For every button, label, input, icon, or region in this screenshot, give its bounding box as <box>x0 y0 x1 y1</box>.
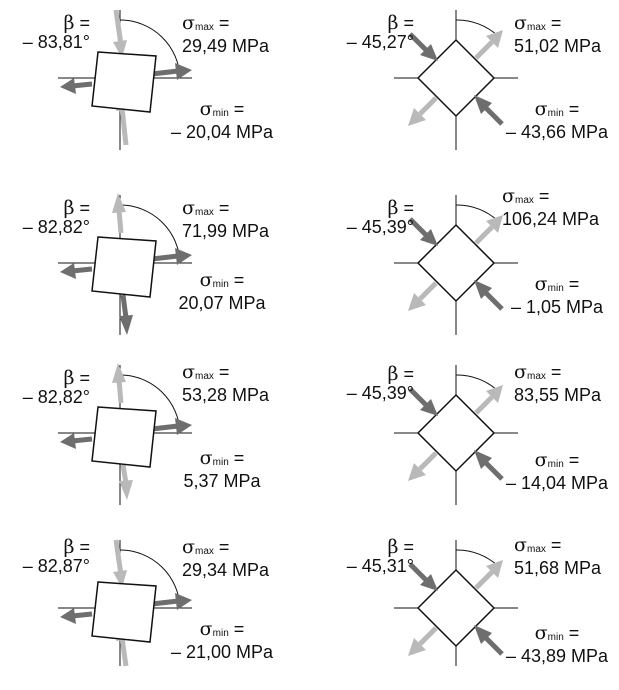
beta-value: – 82,82° <box>22 387 90 407</box>
sigma-max-value: 29,49 MPa <box>182 36 270 56</box>
sigma-min-value: – 43,66 MPa <box>505 122 609 142</box>
sigma-max-value: 29,34 MPa <box>182 560 270 580</box>
stress-figure <box>58 539 192 667</box>
sigma-max-label: σmax = 83,55 MPa <box>514 361 602 405</box>
sigma-min-value: – 20,04 MPa <box>170 122 274 142</box>
sigma-max-label: σmax = 71,99 MPa <box>182 197 270 241</box>
stress-figure <box>394 540 518 666</box>
beta-symbol: β <box>63 12 75 34</box>
stress-figure <box>58 363 192 505</box>
sigma-max-value: 83,55 MPa <box>514 385 602 405</box>
beta-label: β = – 45,27° <box>346 12 414 52</box>
sigma-min-label: σmin = – 43,89 MPa <box>505 622 609 666</box>
sigma-min-value: 5,37 MPa <box>183 471 261 491</box>
stress-figure <box>58 9 192 150</box>
sigma-min-label: σmin = – 14,04 MPa <box>505 449 609 493</box>
sigma-max-label: σmax = 51,02 MPa <box>514 12 602 56</box>
beta-value: – 82,82° <box>22 217 90 237</box>
sigma-min-label: σmin = – 1,05 MPa <box>510 273 604 317</box>
beta-label: β = – 45,39° <box>346 197 414 237</box>
sigma-max-value: 53,28 MPa <box>182 385 270 405</box>
stress-figure <box>394 365 518 505</box>
stress-element-4: β = – 82,82° σmax = 53,28 MPa σmin = 5,3… <box>0 355 300 515</box>
stress-element-0: β = – 83,81° σmax = 29,49 MPa σmin = – 2… <box>0 0 300 160</box>
stress-element-2: β = – 82,82° σmax = 71,99 MPa σmin = 20,… <box>0 185 300 345</box>
sigma-max-label: σmax = 106,24 MPa <box>502 185 600 229</box>
stress-figure <box>394 195 518 335</box>
stress-element-5: β = – 45,39° σmax = 83,55 MPa σmin = – 1… <box>318 355 618 515</box>
beta-label: β = – 82,87° <box>22 536 90 576</box>
sigma-max-value: 51,68 MPa <box>514 558 602 578</box>
sigma-max-label: σmax = 53,28 MPa <box>182 361 270 405</box>
stress-element-6: β = – 82,87° σmax = 29,34 MPa σmin = – 2… <box>0 530 300 690</box>
stress-element-3: β = – 45,39° σmax = 106,24 MPa σmin = – … <box>318 185 618 345</box>
sigma-max-value: 71,99 MPa <box>182 221 270 241</box>
sigma-min-value: – 21,00 MPa <box>170 642 274 662</box>
beta-label: β = – 83,81° <box>22 12 90 52</box>
beta-value: – 82,87° <box>22 556 90 576</box>
sigma-min-label: σmin = – 20,04 MPa <box>170 98 274 142</box>
sigma-max-value: 51,02 MPa <box>514 36 602 56</box>
beta-value: – 83,81° <box>22 32 90 52</box>
sigma-min-value: – 1,05 MPa <box>510 297 604 317</box>
sigma-min-label: σmin = – 21,00 MPa <box>170 618 274 662</box>
sigma-max-label: σmax = 29,49 MPa <box>182 12 270 56</box>
sigma-min-value: – 14,04 MPa <box>505 473 609 493</box>
sigma-min-label: σmin = – 43,66 MPa <box>505 98 609 142</box>
sigma-min-label: σmin = 5,37 MPa <box>183 447 261 491</box>
sigma-max-value: 106,24 MPa <box>502 209 600 229</box>
beta-value: – 45,39° <box>346 217 414 237</box>
beta-label: β = – 45,31° <box>346 536 414 576</box>
stress-figure <box>394 10 518 150</box>
stress-figure <box>58 193 192 335</box>
sigma-min-label: σmin = 20,07 MPa <box>178 269 266 313</box>
sigma-max-label: σmax = 29,34 MPa <box>182 536 270 580</box>
beta-label: β = – 82,82° <box>22 367 90 407</box>
stress-element-1: β = – 45,27° σmax = 51,02 MPa σmin = – 4… <box>318 0 618 160</box>
beta-label: β = – 82,82° <box>22 197 90 237</box>
sigma-max-label: σmax = 51,68 MPa <box>514 534 602 578</box>
sigma-min-value: 20,07 MPa <box>178 293 266 313</box>
stress-element-7: β = – 45,31° σmax = 51,68 MPa σmin = – 4… <box>318 530 618 690</box>
beta-value: – 45,39° <box>346 383 414 403</box>
beta-label: β = – 45,39° <box>346 363 414 403</box>
beta-value: – 45,27° <box>346 32 414 52</box>
beta-value: – 45,31° <box>346 556 414 576</box>
sigma-min-value: – 43,89 MPa <box>505 646 609 666</box>
